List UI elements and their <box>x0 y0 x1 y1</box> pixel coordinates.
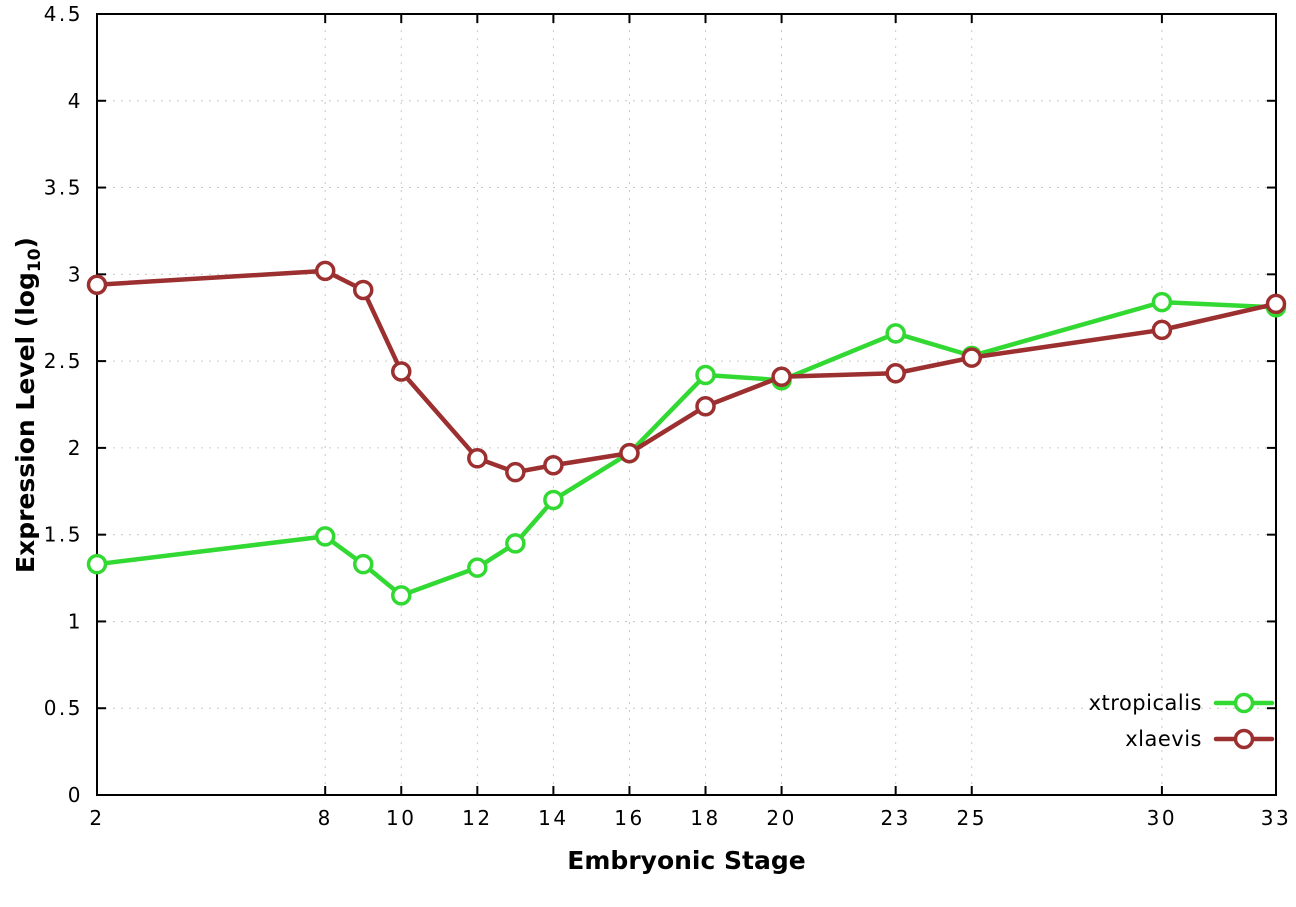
y-tick-label: 4 <box>68 89 83 113</box>
data-point-xlaevis <box>619 442 640 464</box>
data-point-xlaevis <box>1151 319 1173 341</box>
x-tick-label: 8 <box>318 806 333 830</box>
y-tick-label: 1 <box>68 609 83 633</box>
data-point-xtropicalis <box>885 323 906 344</box>
x-tick-label: 33 <box>1261 806 1291 830</box>
data-point-xtropicalis <box>1151 291 1173 313</box>
data-point-xlaevis <box>695 395 716 417</box>
y-tick-label: 3 <box>68 262 83 286</box>
y-tick-label: 4.5 <box>44 2 83 26</box>
data-point-xtropicalis <box>467 557 488 578</box>
data-point-xtropicalis <box>505 533 526 554</box>
data-point-xtropicalis <box>391 585 412 606</box>
legend-label-xlaevis: xlaevis <box>1125 727 1202 751</box>
x-tick-label: 20 <box>766 806 796 830</box>
x-tick-label: 14 <box>538 806 568 830</box>
data-point-xlaevis <box>961 347 982 368</box>
legend-marker-xtropicalis <box>1233 692 1255 714</box>
data-point-xlaevis <box>314 260 336 282</box>
legend-label-xtropicalis: xtropicalis <box>1089 691 1202 715</box>
y-axis-label-subscript: 10 <box>25 248 46 273</box>
x-tick-label: 16 <box>614 806 644 830</box>
y-tick-label: 0.5 <box>44 696 83 720</box>
y-tick-label: 2 <box>68 436 83 460</box>
x-tick-label: 30 <box>1147 806 1177 830</box>
x-tick-label: 23 <box>880 806 910 830</box>
series-line-xlaevis <box>94 268 1279 475</box>
data-point-xlaevis <box>505 461 526 483</box>
x-tick-label: 2 <box>89 806 104 830</box>
data-point-xlaevis <box>885 363 906 384</box>
y-axis-label-wrap: Expression Level (log10) <box>4 225 52 585</box>
data-point-xtropicalis <box>352 553 374 575</box>
x-tick-label: 10 <box>386 806 416 830</box>
series-line-xtropicalis <box>94 299 1279 598</box>
y-axis-label: Expression Level (log10) <box>11 237 45 573</box>
data-point-xlaevis <box>543 454 564 476</box>
x-axis-label: Embryonic Stage <box>567 846 806 875</box>
data-point-xtropicalis <box>314 526 336 547</box>
y-axis-label-prefix: Expression Level (log <box>11 272 41 573</box>
y-tick-label: 1.5 <box>44 523 83 547</box>
data-point-xlaevis <box>86 274 108 295</box>
y-tick-label: 3.5 <box>44 176 83 200</box>
data-point-xlaevis <box>771 366 792 387</box>
data-point-xlaevis <box>391 361 412 382</box>
data-point-xtropicalis <box>543 489 564 511</box>
y-tick-label: 2.5 <box>44 349 83 373</box>
y-axis-label-suffix: ) <box>11 237 41 249</box>
plot-frame <box>96 13 1277 796</box>
data-point-xlaevis <box>352 279 374 301</box>
data-point-xlaevis <box>467 448 488 469</box>
data-point-xtropicalis <box>695 364 716 386</box>
x-tick-label: 25 <box>957 806 987 830</box>
data-point-xlaevis <box>1265 293 1287 315</box>
y-tick-label: 0 <box>68 783 83 807</box>
x-tick-label: 12 <box>462 806 492 830</box>
x-tick-label: 18 <box>690 806 720 830</box>
legend-marker-xlaevis <box>1233 728 1255 750</box>
data-point-xtropicalis <box>86 553 108 575</box>
